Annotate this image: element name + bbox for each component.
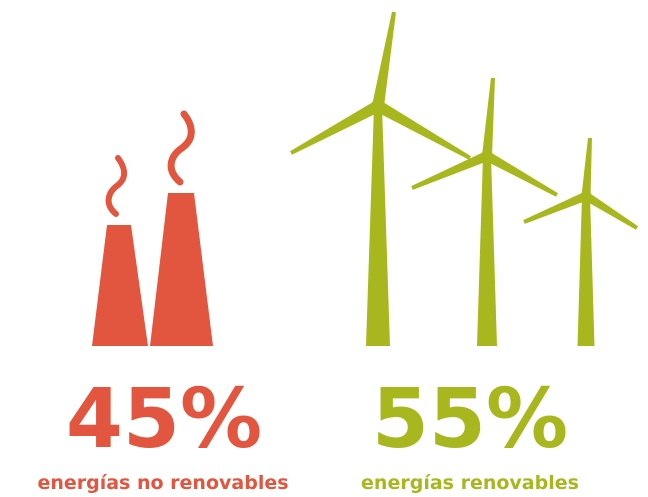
- tower: [477, 156, 497, 346]
- blade: [583, 192, 639, 230]
- tower: [577, 196, 595, 346]
- chimney: [150, 193, 213, 346]
- chimney: [92, 225, 148, 346]
- hub: [481, 150, 493, 162]
- smoke: [105, 155, 127, 217]
- blade: [581, 137, 592, 197]
- label: energías no renovables: [37, 472, 288, 494]
- blade: [411, 151, 489, 190]
- blade: [523, 191, 588, 224]
- smoke: [167, 110, 195, 186]
- percentage: 45%: [66, 372, 262, 467]
- factory-icon: [92, 110, 213, 346]
- hub: [371, 99, 385, 113]
- blade: [290, 100, 381, 155]
- percentage: 55%: [372, 372, 568, 467]
- tower: [366, 106, 390, 346]
- blade: [372, 11, 396, 108]
- wind-turbines-icon: [290, 11, 639, 346]
- hub: [580, 190, 592, 202]
- label: energías renovables: [361, 472, 579, 494]
- blade: [482, 77, 495, 157]
- blade: [375, 100, 471, 160]
- blade: [484, 151, 558, 197]
